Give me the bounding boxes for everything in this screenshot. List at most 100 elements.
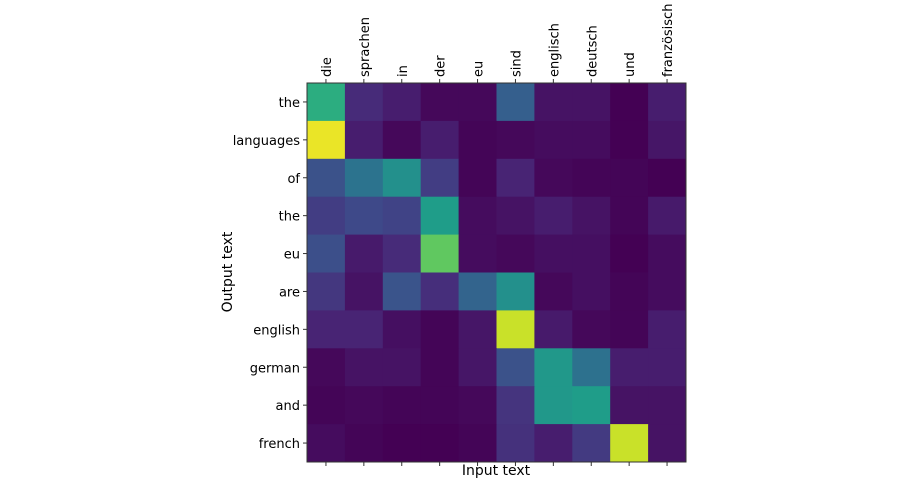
heatmap-cell xyxy=(344,120,384,160)
heatmap-cell xyxy=(648,310,687,349)
heatmap-cell xyxy=(534,424,573,463)
y-tick-label: german xyxy=(250,361,300,376)
heatmap-cell xyxy=(344,272,384,311)
heatmap-cell xyxy=(648,272,687,311)
heatmap-cell xyxy=(458,158,497,198)
heatmap-cell xyxy=(572,310,611,349)
heatmap-cell xyxy=(458,196,497,236)
y-tick-label: the xyxy=(279,96,300,111)
heatmap-cell xyxy=(382,196,422,236)
heatmap-cell xyxy=(344,386,384,425)
heatmap-cell xyxy=(307,83,346,122)
y-tick-label: french xyxy=(259,437,300,452)
heatmap-cell xyxy=(344,348,384,387)
heatmap-cell xyxy=(648,196,687,236)
heatmap-cell xyxy=(458,120,497,160)
heatmap-cell xyxy=(572,120,611,160)
heatmap-cell xyxy=(420,158,460,198)
heatmap-cell xyxy=(496,310,535,349)
heatmap-cell xyxy=(420,83,460,122)
heatmap-cell xyxy=(610,196,649,236)
heatmap-cell xyxy=(458,310,497,349)
heatmap-cell xyxy=(496,158,535,198)
heatmap-cell xyxy=(458,348,497,387)
heatmap-cell xyxy=(496,196,535,236)
x-tick-label: der xyxy=(434,55,449,77)
heatmap-cell xyxy=(344,196,384,236)
y-tick-label: eu xyxy=(284,248,300,263)
heatmap-cell xyxy=(307,348,346,387)
heatmap-cell xyxy=(307,310,346,349)
heatmap-cell xyxy=(610,158,649,198)
heatmap-cell xyxy=(534,310,573,349)
heatmap-cell xyxy=(382,158,422,198)
heatmap-cell xyxy=(344,234,384,273)
heatmap-cell xyxy=(344,424,384,463)
heatmap-cell xyxy=(382,120,422,160)
plot-frame xyxy=(306,82,687,463)
x-axis-label: Input text xyxy=(462,463,531,479)
x-tick-label: englisch xyxy=(547,23,562,77)
x-tick-label: eu xyxy=(472,61,487,77)
heatmap-cell xyxy=(420,196,460,236)
heatmap-cell xyxy=(458,386,497,425)
heatmap-cell xyxy=(648,348,687,387)
y-tick-label: are xyxy=(279,285,300,300)
heatmap-cell xyxy=(420,386,460,425)
heatmap-cell xyxy=(307,196,346,236)
heatmap-cells xyxy=(307,83,687,463)
heatmap-cell xyxy=(610,272,649,311)
heatmap-cell xyxy=(382,83,422,122)
heatmap-cell xyxy=(307,234,346,273)
heatmap-cell xyxy=(496,386,535,425)
heatmap-cell xyxy=(534,386,573,425)
x-tick-label: französisch xyxy=(661,4,676,77)
heatmap-cell xyxy=(420,234,460,273)
heatmap-cell xyxy=(572,386,611,425)
heatmap-cell xyxy=(307,158,346,198)
heatmap-cell xyxy=(382,310,422,349)
heatmap-cell xyxy=(382,234,422,273)
heatmap-cell xyxy=(307,120,346,160)
heatmap-cell xyxy=(496,120,535,160)
heatmap-cell xyxy=(458,424,497,463)
heatmap-cell xyxy=(610,348,649,387)
heatmap-cell xyxy=(458,83,497,122)
heatmap-cell xyxy=(534,196,573,236)
heatmap-cell xyxy=(648,234,687,273)
y-tick-label: of xyxy=(287,172,300,187)
heatmap-cell xyxy=(610,424,649,463)
heatmap-cell xyxy=(534,83,573,122)
heatmap-cell xyxy=(572,196,611,236)
heatmap-cell xyxy=(610,386,649,425)
x-tick-label: deutsch xyxy=(585,25,600,77)
heatmap-cell xyxy=(610,120,649,160)
heatmap-cell xyxy=(610,310,649,349)
heatmap-cell xyxy=(382,348,422,387)
x-tick-labels: die sprachen in der eu sind englisch deutsch und… xyxy=(320,4,676,466)
heatmap-cell xyxy=(572,272,611,311)
heatmap-cell xyxy=(572,424,611,463)
heatmap-cell xyxy=(344,83,384,122)
heatmap-cell xyxy=(382,386,422,425)
heatmap-cell xyxy=(534,120,573,160)
heatmap-cell xyxy=(496,272,535,311)
heatmap-cell xyxy=(648,386,687,425)
heatmap-cell xyxy=(610,234,649,273)
x-tick-label: sprachen xyxy=(358,17,373,77)
heatmap-cell xyxy=(534,272,573,311)
heatmap-cell xyxy=(458,272,497,311)
x-tick-label: in xyxy=(396,65,411,77)
heatmap-cell xyxy=(344,158,384,198)
x-tick-label: die xyxy=(320,57,335,77)
heatmap-cell xyxy=(382,272,422,311)
x-tick-label: und xyxy=(623,52,638,77)
heatmap-cell xyxy=(572,348,611,387)
heatmap-cell xyxy=(572,83,611,122)
heatmap-cell xyxy=(648,83,687,122)
heatmap-cell xyxy=(420,348,460,387)
y-axis-label: Output text xyxy=(220,231,236,312)
heatmap-cell xyxy=(420,310,460,349)
heatmap-cell xyxy=(344,310,384,349)
